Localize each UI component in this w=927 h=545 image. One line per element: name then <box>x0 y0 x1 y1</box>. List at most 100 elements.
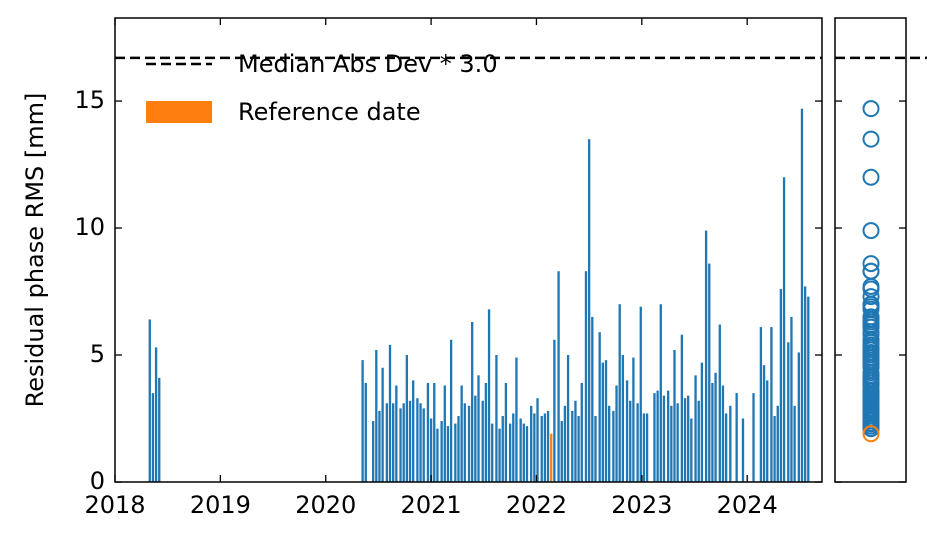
bar <box>515 357 518 482</box>
bar <box>519 418 522 482</box>
x-tick-label: 2018 <box>84 491 145 519</box>
bar <box>457 415 460 482</box>
bar <box>443 385 446 482</box>
bar <box>797 352 800 482</box>
bar <box>405 355 409 482</box>
bar <box>364 382 367 482</box>
bar <box>512 413 515 482</box>
strip-point <box>862 343 880 361</box>
legend-reference-swatch <box>146 101 212 123</box>
y-axis-label: Residual phase RMS [mm] <box>21 93 49 408</box>
strip-point <box>862 100 880 118</box>
bar <box>690 418 693 482</box>
bar <box>522 423 525 482</box>
bar <box>759 327 763 482</box>
strip-point <box>862 308 880 326</box>
x-tick-label: 2020 <box>295 491 356 519</box>
bar <box>449 339 453 482</box>
bar <box>467 405 471 482</box>
bar <box>460 385 463 482</box>
bar <box>776 405 779 482</box>
bar <box>687 395 690 482</box>
bar <box>477 375 480 482</box>
x-tick-label: 2022 <box>506 491 567 519</box>
bar <box>770 327 773 482</box>
bar <box>673 349 676 482</box>
bar <box>615 385 618 482</box>
bar <box>546 410 550 482</box>
bar <box>598 332 601 482</box>
bar <box>426 382 430 482</box>
strip-point <box>862 397 880 415</box>
strip-point <box>862 384 880 402</box>
bar <box>484 382 488 482</box>
legend-label: Median Abs Dev * 3.0 <box>238 50 498 78</box>
x-tick-label: 2024 <box>717 491 778 519</box>
bar <box>436 428 439 482</box>
bar <box>566 355 570 482</box>
bar <box>735 393 738 482</box>
bar <box>381 367 384 482</box>
y-tick-label: 10 <box>74 213 105 241</box>
bar <box>779 288 783 482</box>
bar <box>429 418 433 482</box>
y-tick-label: 5 <box>90 340 105 368</box>
bar <box>553 339 556 482</box>
bar <box>560 421 563 482</box>
bar <box>487 309 491 482</box>
bar <box>645 413 649 482</box>
bar <box>711 382 714 482</box>
bar <box>148 319 151 482</box>
bar <box>416 398 419 482</box>
bar <box>419 403 422 482</box>
bar <box>782 177 786 482</box>
bar <box>508 423 512 482</box>
bar <box>463 403 466 482</box>
bar <box>800 108 804 483</box>
bar <box>656 390 659 482</box>
bar <box>446 426 450 482</box>
bar <box>158 377 161 482</box>
bar <box>495 355 498 482</box>
plot-frame <box>114 17 823 483</box>
bar <box>714 372 717 482</box>
bar <box>388 344 392 482</box>
bar <box>491 423 494 482</box>
bar <box>375 349 378 482</box>
bar <box>371 421 375 482</box>
bar <box>741 418 745 482</box>
bar <box>580 382 583 482</box>
bar <box>498 428 501 482</box>
bar <box>694 375 697 482</box>
bar <box>471 322 474 482</box>
bar <box>399 408 402 482</box>
bar <box>533 413 536 482</box>
y-tick-label: 15 <box>74 86 105 114</box>
bar <box>718 324 721 482</box>
bar <box>676 403 679 482</box>
bar <box>662 395 666 482</box>
bar <box>474 395 477 482</box>
x-tick-label: 2021 <box>401 491 462 519</box>
bar <box>587 139 591 482</box>
bar <box>803 286 807 482</box>
bar <box>571 410 574 482</box>
bar <box>629 400 632 482</box>
bar <box>618 304 621 482</box>
strip-point <box>862 130 880 148</box>
bar <box>625 380 629 482</box>
bar <box>557 271 560 482</box>
bar <box>525 426 529 482</box>
bar <box>504 382 508 482</box>
bar <box>762 365 766 482</box>
bar <box>708 263 711 482</box>
bar <box>433 382 436 482</box>
strip-point <box>862 364 880 382</box>
bar <box>563 405 567 482</box>
bar <box>700 362 704 482</box>
bar <box>670 405 673 482</box>
strip-point <box>862 376 880 394</box>
bar <box>680 334 684 482</box>
bar <box>683 398 687 482</box>
bar <box>632 357 635 482</box>
